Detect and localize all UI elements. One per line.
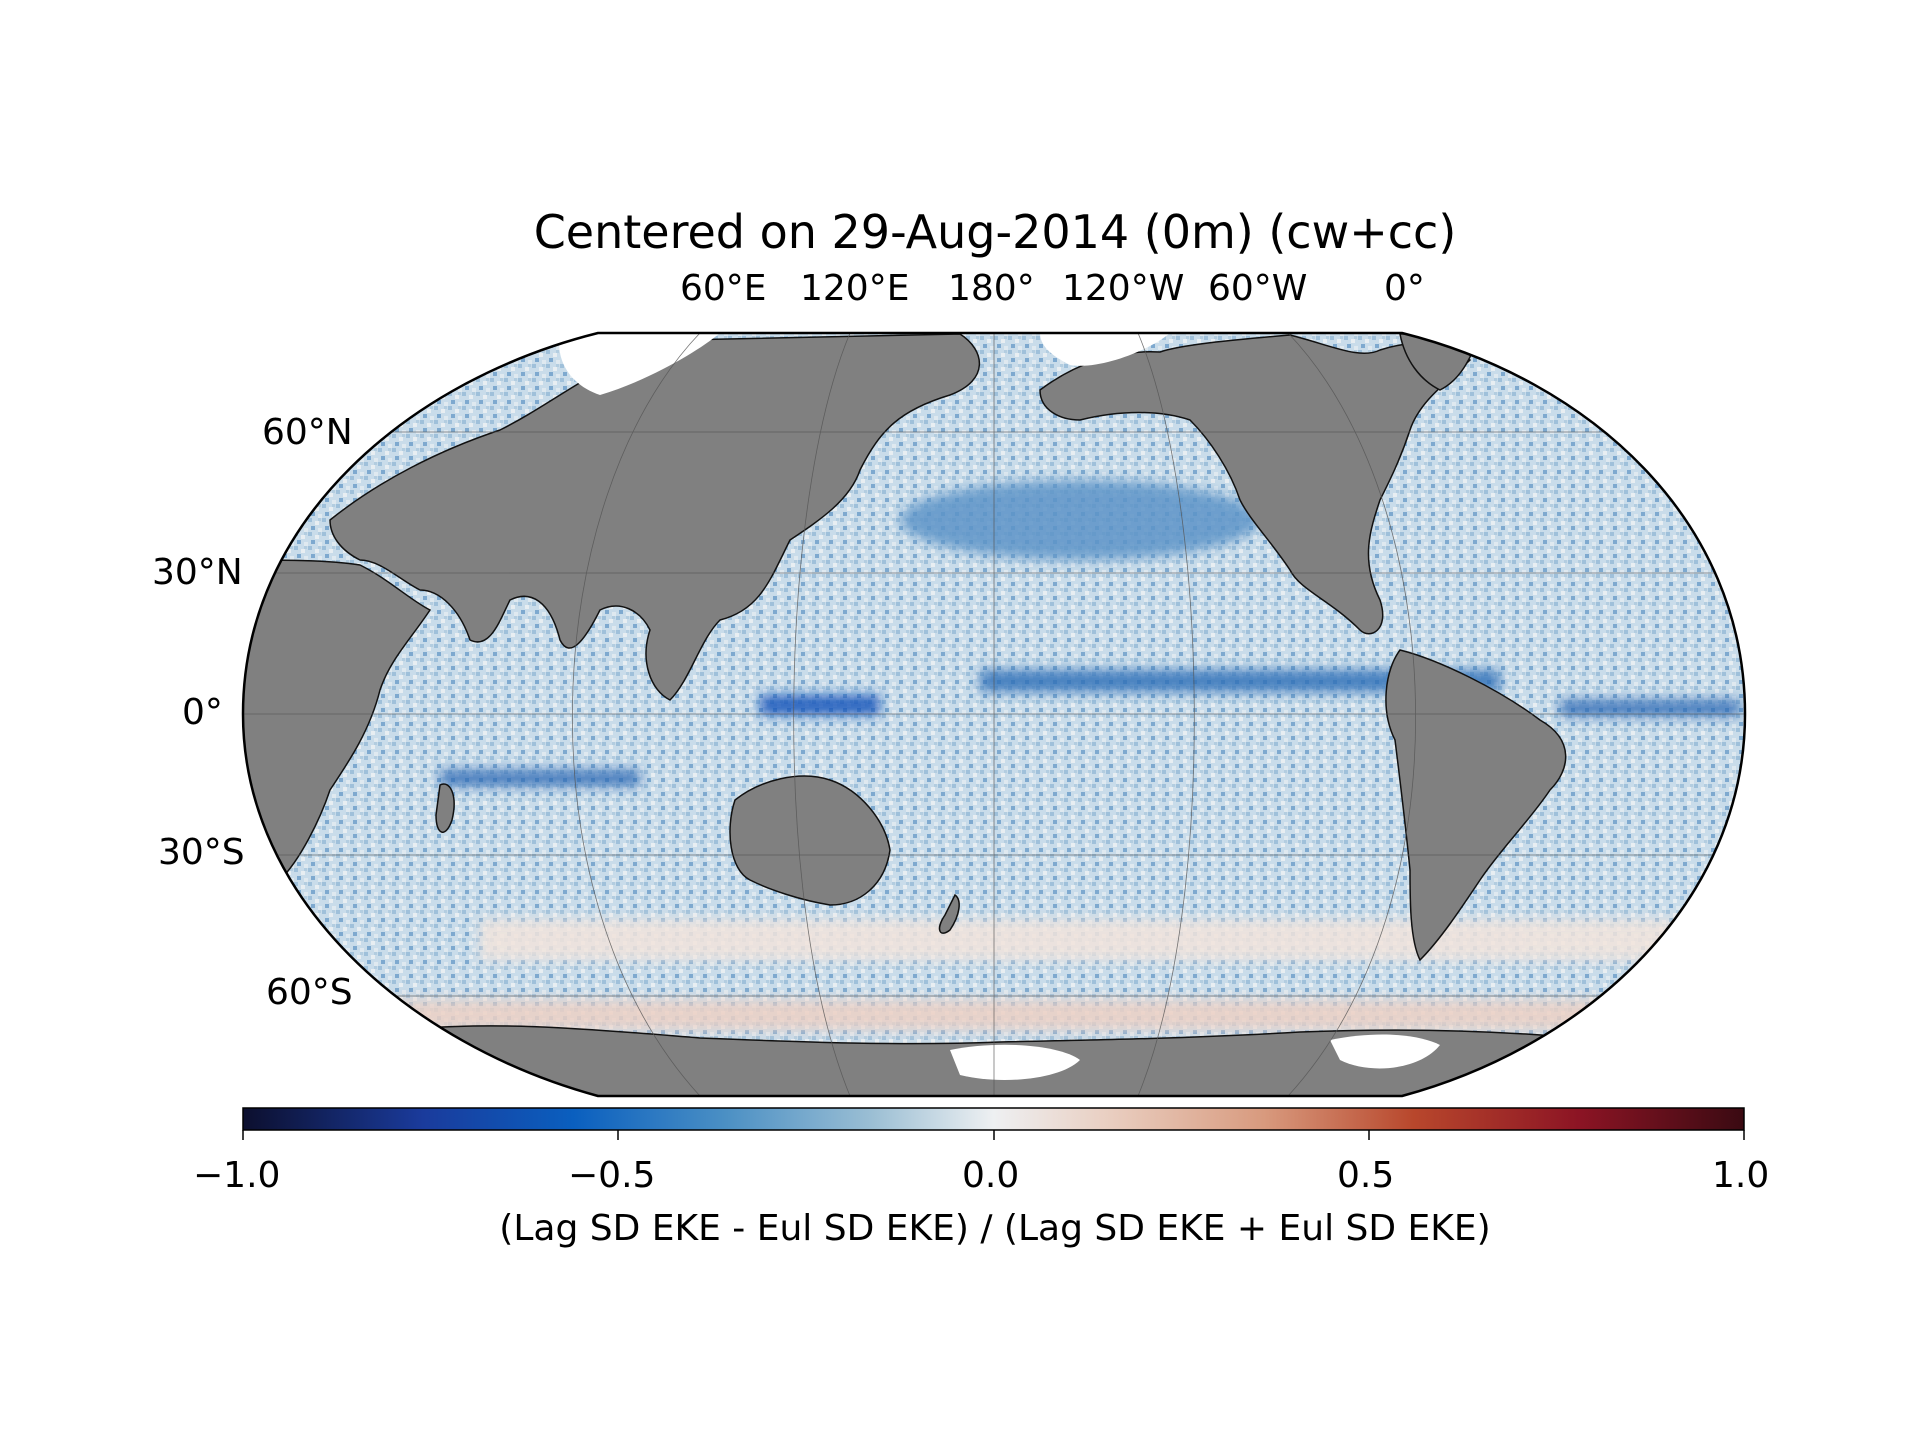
gridline-lon-60e [572, 333, 701, 1096]
equatorial-band-west-pacific [760, 695, 880, 715]
colorbar-label: (Lag SD EKE - Eul SD EKE) / (Lag SD EKE … [499, 1208, 1491, 1249]
indian-ocean-band [440, 770, 640, 786]
antarctic-margin-band [380, 1000, 1680, 1030]
land-masses [243, 333, 1601, 1096]
land-australia [729, 775, 891, 906]
lon-label-120e: 120°E [800, 268, 910, 309]
lat-label-0: 0° [182, 692, 223, 733]
lat-label-30n: 30°N [152, 552, 243, 593]
globe-outline [241, 331, 1747, 1098]
colorbar-tick-label-m1: −1.0 [193, 1155, 281, 1196]
graticule [243, 333, 1745, 1096]
land-north-america [1039, 334, 1472, 635]
colorbar-tick-label-0: 0.0 [962, 1155, 1020, 1196]
lon-label-60w: 60°W [1208, 268, 1308, 309]
southern-ocean-band [480, 920, 1680, 960]
lat-label-60n: 60°N [262, 412, 353, 453]
equatorial-band-atlantic [1560, 700, 1740, 716]
colorbar-tick-label-m05: −0.5 [568, 1155, 656, 1196]
lon-label-0: 0° [1384, 268, 1425, 309]
equatorial-band-pacific [980, 670, 1500, 692]
lon-label-60e: 60°E [680, 268, 767, 309]
map-title: Centered on 29-Aug-2014 (0m) (cw+cc) [533, 205, 1457, 259]
lat-label-60s: 60°S [266, 972, 353, 1013]
land-south-america [1385, 649, 1567, 962]
ice-arctic-east [1040, 333, 1170, 366]
colorbar-tick-label-1: 1.0 [1712, 1155, 1770, 1196]
gridline-lon-120e [793, 333, 851, 1096]
colorbar [242, 1107, 1745, 1131]
lon-label-120w: 120°W [1062, 268, 1185, 309]
ice-antarctic-weddell [1330, 1034, 1440, 1069]
land-new-zealand [938, 893, 960, 934]
ice-patches [559, 333, 1440, 1080]
land-madagascar [435, 783, 455, 833]
gridline-lon-60w [1287, 333, 1416, 1096]
lon-label-180: 180° [948, 268, 1035, 309]
colorbar-tick-label-05: 0.5 [1337, 1155, 1395, 1196]
ice-antarctic-ross [950, 1044, 1080, 1080]
north-pacific-band [900, 480, 1260, 560]
gridline-lon-120w [1137, 333, 1195, 1096]
lat-label-30s: 30°S [158, 832, 245, 873]
colorbar-ticks [242, 1130, 1745, 1140]
ice-arctic-west [559, 333, 720, 395]
